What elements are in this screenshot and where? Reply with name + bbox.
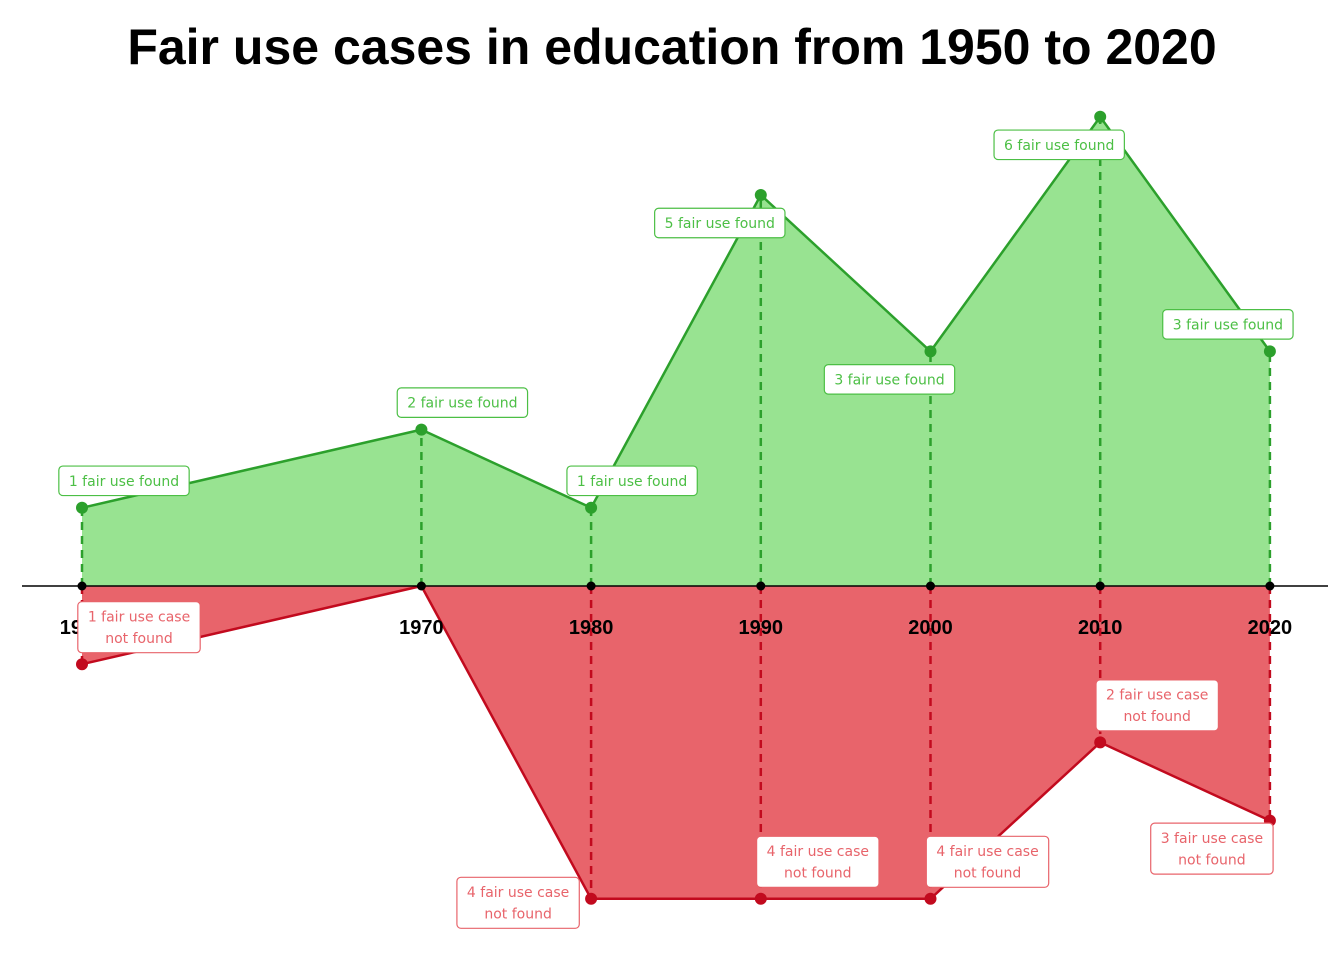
- not-found-data-label: 1 fair use case not found: [77, 601, 201, 654]
- not-found-data-label-text: not found: [105, 631, 173, 647]
- x-tick-label: 2010: [1078, 617, 1123, 639]
- axis-dot: [926, 581, 935, 591]
- found-data-label-text: 1 fair use found: [69, 474, 179, 490]
- found-data-label-box: [396, 387, 529, 418]
- found-data-label-text: 2 fair use found: [407, 396, 517, 412]
- found-data-label-box: [58, 465, 190, 497]
- not-found-data-label-text: not found: [1123, 709, 1191, 725]
- not-found-data-label-box: [756, 835, 880, 888]
- not-found-data-label-text: 1 fair use case: [88, 609, 190, 625]
- not-found-point: [76, 658, 88, 671]
- x-tick-label: 2020: [1248, 617, 1293, 639]
- not-found-data-label-text: 2 fair use case: [1106, 688, 1208, 704]
- not-found-data-label-box: [456, 876, 580, 929]
- not-found-data-label-text: not found: [784, 866, 852, 882]
- axis-dot: [756, 581, 766, 591]
- not-found-data-label-box: [77, 601, 201, 654]
- not-found-data-label-box: [1095, 679, 1219, 732]
- not-found-data-label: 4 fair use case not found: [925, 835, 1050, 888]
- x-tick-label: 1970: [399, 617, 444, 639]
- found-point: [924, 345, 937, 358]
- axis-dot: [77, 581, 87, 591]
- found-point: [415, 423, 428, 436]
- point-layer: [76, 110, 1276, 905]
- x-tick-label: 1980: [569, 617, 614, 639]
- chart-title: Fair use cases in education from 1950 to…: [127, 19, 1217, 75]
- not-found-data-label-box: [925, 835, 1050, 888]
- not-found-point: [754, 892, 767, 905]
- found-data-label-text: 5 fair use found: [665, 216, 775, 232]
- found-data-label: 1 fair use found: [566, 465, 698, 497]
- not-found-data-label-text: not found: [484, 907, 552, 923]
- found-data-label-text: 1 fair use found: [577, 474, 687, 490]
- axis-dot: [416, 581, 426, 591]
- not-found-data-label-text: 4 fair use case: [467, 885, 569, 901]
- found-data-label-box: [1162, 309, 1294, 340]
- found-data-label-box: [566, 465, 698, 497]
- found-data-label: 2 fair use found: [396, 387, 529, 418]
- found-data-label-box: [654, 207, 786, 239]
- fair-use-not-found-area: [82, 586, 1270, 899]
- not-found-data-label: 4 fair use case not found: [456, 876, 580, 929]
- found-data-label-box: [993, 129, 1125, 161]
- not-found-data-label-text: 4 fair use case: [936, 844, 1038, 860]
- found-data-label: 5 fair use found: [654, 207, 786, 239]
- not-found-point: [924, 892, 937, 905]
- found-data-label-text: 3 fair use found: [834, 372, 944, 388]
- not-found-data-label: 4 fair use case not found: [756, 835, 880, 888]
- found-data-label-text: 6 fair use found: [1004, 138, 1114, 154]
- not-found-point: [585, 892, 598, 905]
- not-found-data-label: 2 fair use case not found: [1095, 679, 1219, 732]
- found-data-label: 1 fair use found: [58, 465, 190, 497]
- axis-dot: [1265, 581, 1275, 591]
- found-point: [76, 501, 88, 514]
- found-data-label-text: 3 fair use found: [1173, 317, 1283, 333]
- not-found-point: [1094, 736, 1107, 749]
- found-point: [1094, 110, 1107, 123]
- found-data-label: 3 fair use found: [823, 364, 956, 395]
- found-point: [1263, 345, 1276, 358]
- found-data-label: 6 fair use found: [993, 129, 1125, 161]
- axis-dot: [1095, 581, 1105, 591]
- not-found-data-label-text: not found: [1178, 852, 1246, 868]
- not-found-data-label-text: not found: [954, 866, 1022, 882]
- found-data-label-box: [823, 364, 956, 395]
- x-tick-label: 1990: [739, 617, 784, 639]
- found-point: [754, 189, 767, 201]
- x-tick-label: 2000: [908, 617, 953, 639]
- axis-dot: [586, 581, 596, 591]
- found-data-label: 3 fair use found: [1162, 309, 1294, 340]
- axis-layer: [22, 581, 1328, 591]
- not-found-data-label: 3 fair use case not found: [1150, 822, 1274, 875]
- data-label-layer: 1 fair use found 1 fair use case not found…: [58, 129, 1294, 929]
- not-found-data-label-text: 3 fair use case: [1161, 831, 1263, 847]
- found-point: [585, 501, 598, 514]
- not-found-data-label-text: 4 fair use case: [767, 844, 869, 860]
- not-found-data-label-box: [1150, 822, 1274, 875]
